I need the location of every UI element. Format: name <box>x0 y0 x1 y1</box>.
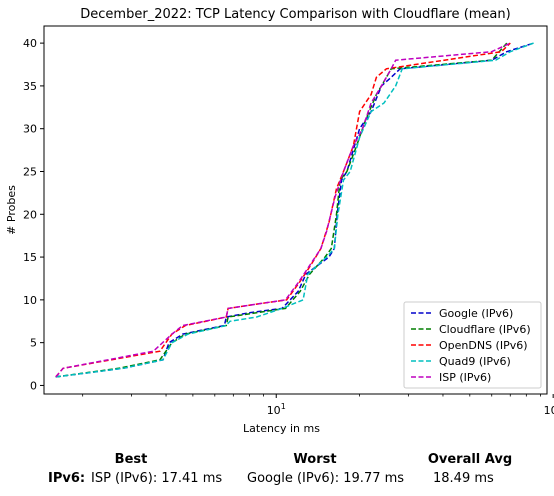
worst-header: Worst <box>293 452 337 467</box>
y-tick-label: 15 <box>23 251 37 264</box>
legend-label: ISP (IPv6) <box>439 371 491 384</box>
chart-title: December_2022: TCP Latency Comparison wi… <box>80 7 510 22</box>
overall-avg-header: Overall Avg <box>427 452 513 467</box>
x-axis-label: Latency in ms <box>243 422 320 435</box>
x-tick-label: 101 <box>267 402 286 417</box>
best-header: Best <box>114 452 148 467</box>
y-tick-label: 30 <box>23 123 37 136</box>
series-line-1 <box>55 42 534 378</box>
legend-box <box>403 301 542 389</box>
legend-label: Google (IPv6) <box>439 307 513 320</box>
legend-label: Cloudflare (IPv6) <box>439 323 531 336</box>
summary-table: Best Worst Overall Avg IPv6: ISP (IPv6):… <box>0 448 554 494</box>
ipv6-row-label: IPv6: <box>48 471 86 486</box>
legend-label: OpenDNS (IPv6) <box>439 339 528 352</box>
x-tick-label: 102 <box>544 402 554 417</box>
series-line-3 <box>55 42 511 378</box>
y-axis-label: # Probes <box>5 185 18 235</box>
series-line-5 <box>55 42 511 378</box>
y-tick-label: 10 <box>23 294 37 307</box>
legend-label: Quad9 (IPv6) <box>439 355 511 368</box>
overall-avg-value: 18.49 ms <box>433 471 494 486</box>
worst-value: Google (IPv6): 19.77 ms <box>247 471 405 486</box>
y-tick-label: 0 <box>30 379 37 392</box>
series-line-4 <box>55 42 534 378</box>
y-tick-label: 35 <box>23 80 37 93</box>
y-tick-label: 5 <box>30 337 37 350</box>
best-value: ISP (IPv6): 17.41 ms <box>91 471 223 486</box>
series-line-2 <box>55 42 508 378</box>
y-tick-label: 40 <box>23 37 37 50</box>
latency-chart: December_2022: TCP Latency Comparison wi… <box>5 7 554 435</box>
y-tick-label: 25 <box>23 165 37 178</box>
plot-frame <box>43 25 548 395</box>
y-tick-label: 20 <box>23 208 37 221</box>
